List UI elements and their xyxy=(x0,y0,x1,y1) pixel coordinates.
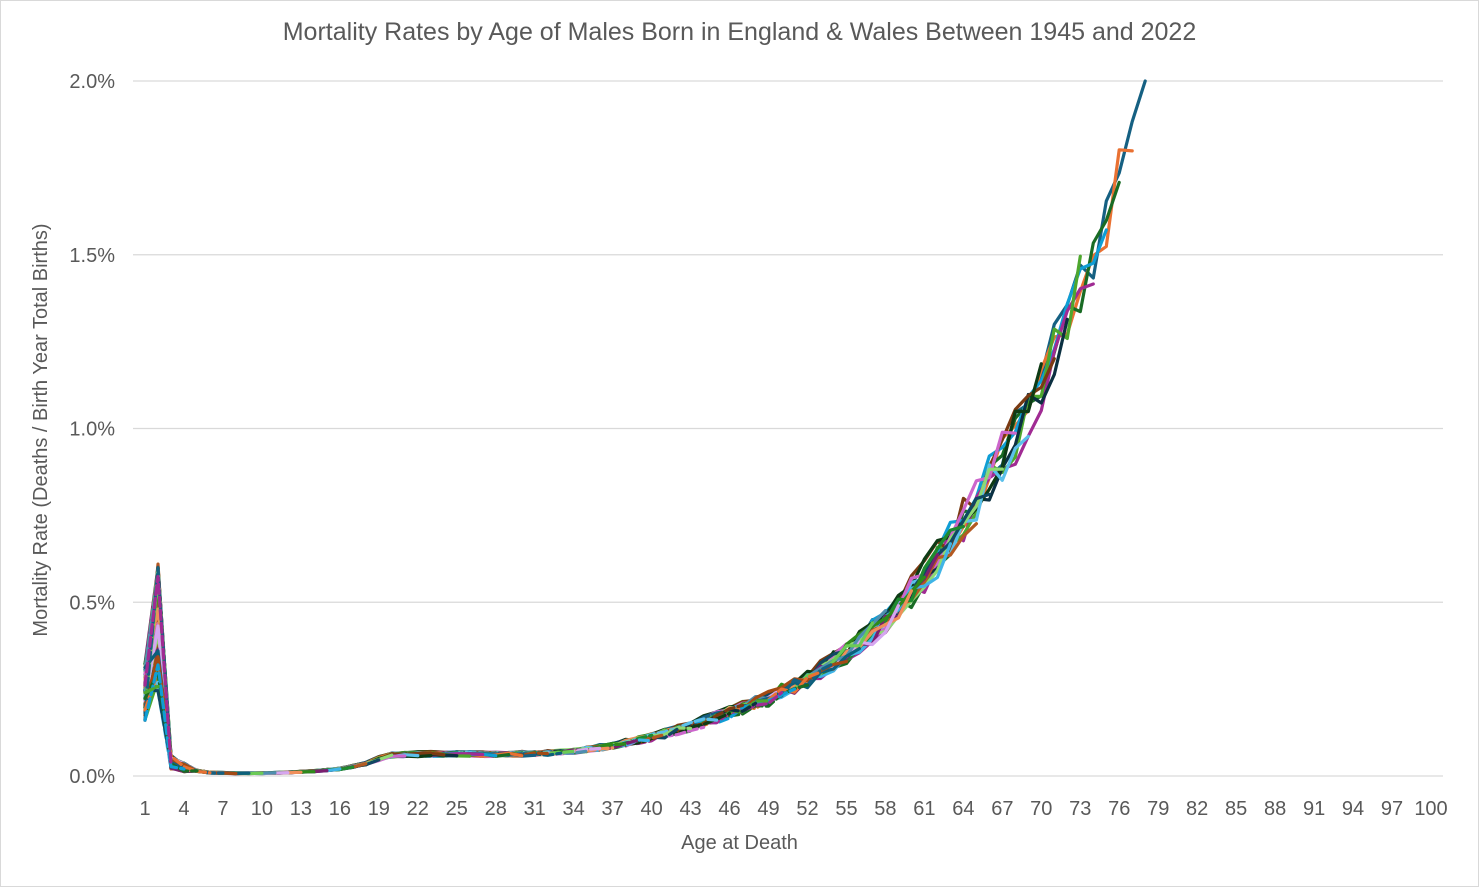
x-tick-label: 76 xyxy=(1108,798,1130,820)
x-tick-label: 28 xyxy=(485,798,507,820)
y-tick-label: 1.0% xyxy=(69,419,115,441)
series-line xyxy=(143,687,719,775)
series-line xyxy=(143,677,472,776)
x-tick-label: 4 xyxy=(178,798,189,820)
x-tick-label: 55 xyxy=(835,798,857,820)
x-tick-label: 61 xyxy=(913,798,935,820)
series-line xyxy=(143,362,1043,775)
series-line xyxy=(143,357,1056,775)
series-line xyxy=(143,628,433,775)
x-tick-label: 85 xyxy=(1225,798,1247,820)
gridlines xyxy=(133,80,1443,777)
series-line xyxy=(143,573,758,775)
x-tick-label: 82 xyxy=(1186,798,1208,820)
x-tick-label: 25 xyxy=(446,798,468,820)
series-line xyxy=(143,254,1082,775)
x-tick-label: 46 xyxy=(718,798,740,820)
y-tick-labels: 0.0% 0.5% 1.0% 1.5% 2.0% xyxy=(69,71,115,788)
series-line xyxy=(143,575,173,766)
y-tick-label: 0.5% xyxy=(69,592,115,614)
series-line xyxy=(143,79,1147,775)
x-tick-label: 88 xyxy=(1264,798,1286,820)
x-tick-label: 13 xyxy=(290,798,312,820)
x-tick-label: 58 xyxy=(874,798,896,820)
x-tick-label: 97 xyxy=(1381,798,1403,820)
x-tick-label: 34 xyxy=(563,798,585,820)
series-line xyxy=(143,598,537,775)
series-line xyxy=(143,566,628,775)
x-axis-label-wrap: Age at Death xyxy=(0,832,1479,855)
series-line xyxy=(143,571,342,776)
series-line xyxy=(143,613,849,775)
series-line xyxy=(143,148,1134,775)
x-tick-label: 91 xyxy=(1303,798,1325,820)
series-line xyxy=(143,663,186,771)
series-line xyxy=(143,575,524,775)
series-line xyxy=(143,595,368,775)
x-tick-label: 79 xyxy=(1147,798,1169,820)
x-tick-label: 70 xyxy=(1030,798,1052,820)
series-line xyxy=(143,607,459,775)
x-tick-label: 73 xyxy=(1069,798,1091,820)
x-tick-label: 1 xyxy=(139,798,150,820)
x-tick-label: 37 xyxy=(602,798,624,820)
x-axis-label: Age at Death xyxy=(681,832,798,854)
x-tick-label: 31 xyxy=(524,798,546,820)
series-line xyxy=(143,593,654,775)
y-tick-label: 0.0% xyxy=(69,766,115,788)
x-tick-label: 10 xyxy=(251,798,273,820)
x-tick-label: 94 xyxy=(1342,798,1364,820)
x-tick-label: 49 xyxy=(757,798,779,820)
x-tick-label: 7 xyxy=(217,798,228,820)
series-line xyxy=(143,567,810,775)
x-tick-label: 16 xyxy=(329,798,351,820)
series-line xyxy=(143,597,874,775)
series-line xyxy=(143,568,576,775)
x-tick-label: 19 xyxy=(368,798,390,820)
series-line xyxy=(143,594,732,775)
series-line xyxy=(143,658,355,776)
series-line xyxy=(143,615,446,775)
series-line xyxy=(143,579,654,776)
x-tick-label: 64 xyxy=(952,798,974,820)
x-tick-labels: 1 4 7 10 13 16 19 22 25 28 31 34 37 40 43 46 49 52 55 58 61 6… xyxy=(139,798,1447,820)
series-line xyxy=(143,602,861,775)
series-line xyxy=(143,180,1121,775)
series-line xyxy=(143,680,498,775)
series-line xyxy=(143,630,394,775)
x-tick-label: 67 xyxy=(991,798,1013,820)
x-tick-label: 22 xyxy=(407,798,429,820)
series-line xyxy=(143,574,563,776)
series-lines xyxy=(143,79,1147,776)
series-line xyxy=(143,567,615,775)
x-tick-label: 52 xyxy=(796,798,818,820)
x-tick-label: 40 xyxy=(640,798,662,820)
x-tick-label: 100 xyxy=(1414,798,1447,820)
chart-title: Mortality Rates by Age of Males Born in … xyxy=(282,18,1197,46)
x-tick-label: 43 xyxy=(679,798,701,820)
series-line xyxy=(143,603,511,775)
y-tick-label: 1.5% xyxy=(69,245,115,267)
series-line xyxy=(143,684,160,695)
y-tick-label: 2.0% xyxy=(69,71,115,93)
series-line xyxy=(143,317,1069,775)
series-line xyxy=(143,602,485,775)
series-line xyxy=(143,622,407,776)
